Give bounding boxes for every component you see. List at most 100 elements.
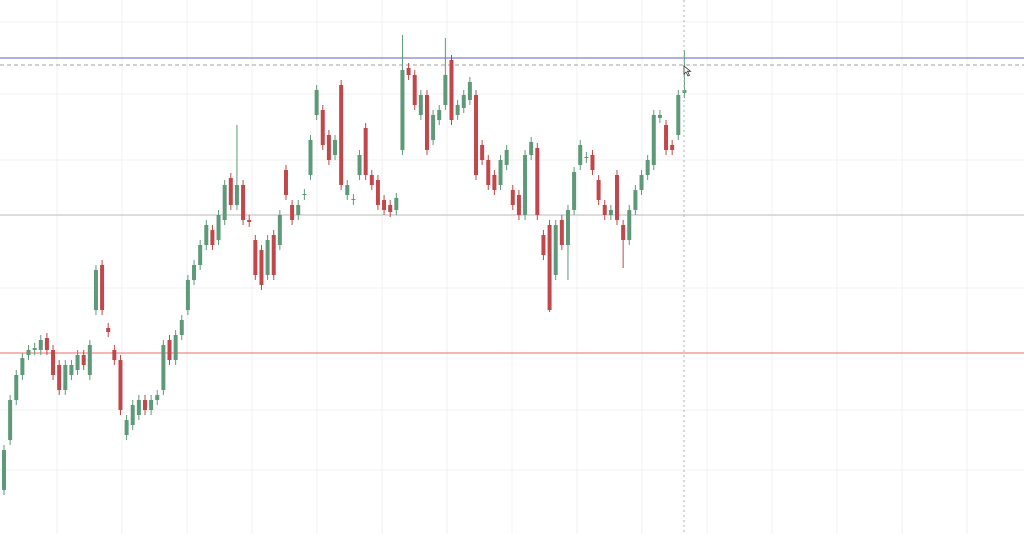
- candle-body: [651, 115, 656, 165]
- candles: [2, 35, 687, 495]
- candle-body: [314, 90, 319, 115]
- candle-body: [596, 180, 601, 200]
- candle-body: [431, 115, 436, 140]
- candle-body: [247, 220, 252, 222]
- candle-body: [320, 110, 325, 145]
- candle-body: [621, 225, 626, 240]
- candle-body: [498, 160, 503, 185]
- candle-body: [118, 360, 123, 410]
- candle-body: [400, 70, 405, 150]
- candle-body: [608, 210, 613, 215]
- candle-body: [271, 235, 276, 275]
- candle-body: [449, 60, 454, 120]
- candle-body: [216, 215, 221, 240]
- candle-body: [20, 358, 25, 375]
- candle-body: [93, 270, 98, 310]
- candle-body: [302, 194, 307, 195]
- candle-body: [406, 68, 411, 75]
- candle-body: [516, 195, 521, 215]
- candle-body: [547, 225, 552, 310]
- candle-body: [38, 340, 43, 350]
- candle-body: [222, 185, 227, 220]
- candle-body: [290, 205, 295, 220]
- candle-body: [63, 365, 68, 390]
- candle-body: [492, 175, 497, 190]
- candle-body: [57, 365, 62, 390]
- candle-body: [510, 190, 515, 205]
- candle-body: [455, 105, 460, 115]
- candle-body: [173, 335, 178, 360]
- candle-body: [553, 225, 558, 275]
- candle-body: [412, 75, 417, 105]
- candle-body: [14, 375, 19, 400]
- candle-body: [480, 145, 485, 160]
- candle-body: [504, 150, 509, 165]
- candle-body: [161, 345, 166, 390]
- candle-body: [584, 157, 589, 158]
- candle-body: [535, 148, 540, 215]
- candle-body: [333, 140, 338, 155]
- candle-body: [234, 185, 239, 205]
- candle-body: [142, 400, 147, 410]
- candle-body: [69, 365, 74, 375]
- candle-body: [418, 95, 423, 115]
- candle-body: [136, 400, 141, 415]
- candle-body: [44, 338, 49, 350]
- candle-body: [241, 185, 246, 220]
- candle-body: [572, 172, 577, 210]
- candle-body: [345, 185, 350, 195]
- candle-body: [670, 145, 675, 150]
- candle-body: [81, 355, 86, 365]
- candle-body: [437, 110, 442, 120]
- candle-body: [351, 199, 356, 200]
- candle-body: [461, 95, 466, 108]
- candle-body: [149, 400, 154, 410]
- candle-body: [639, 175, 644, 190]
- candle-body: [2, 450, 6, 490]
- candle-body: [578, 145, 583, 165]
- candle-body: [339, 85, 344, 185]
- candle-body: [565, 210, 570, 245]
- candle-body: [369, 175, 374, 185]
- candle-body: [87, 345, 92, 375]
- candle-body: [32, 348, 37, 350]
- candle-body: [590, 155, 595, 170]
- candle-body: [167, 340, 172, 360]
- candle-body: [265, 240, 270, 275]
- candle-body: [388, 205, 393, 212]
- candle-body: [486, 160, 491, 185]
- candle-body: [627, 210, 632, 240]
- candle-body: [357, 155, 362, 175]
- candle-body: [474, 95, 479, 175]
- candle-body: [308, 140, 313, 175]
- candle-body: [112, 350, 117, 360]
- candle-body: [204, 225, 209, 245]
- candle-body: [645, 160, 650, 175]
- candle-body: [363, 128, 368, 175]
- candle-body: [155, 395, 160, 400]
- candle-body: [633, 190, 638, 210]
- candle-body: [394, 198, 399, 210]
- candle-body: [529, 142, 534, 155]
- candle-body: [198, 245, 203, 265]
- candle-body: [382, 200, 387, 210]
- candle-body: [602, 205, 607, 215]
- candle-body: [541, 235, 546, 255]
- candle-body: [326, 135, 331, 160]
- candle-body: [424, 95, 429, 150]
- candle-body: [615, 175, 619, 220]
- candle-body: [283, 170, 288, 195]
- candle-body: [296, 205, 301, 215]
- candle-body: [106, 328, 111, 332]
- candle-body: [130, 405, 135, 425]
- candle-body: [192, 265, 197, 280]
- candle-body: [676, 95, 681, 135]
- candle-body: [179, 320, 184, 335]
- candle-body: [467, 82, 472, 100]
- candle-body: [8, 400, 13, 440]
- candle-body: [559, 220, 564, 245]
- candle-body: [124, 420, 129, 435]
